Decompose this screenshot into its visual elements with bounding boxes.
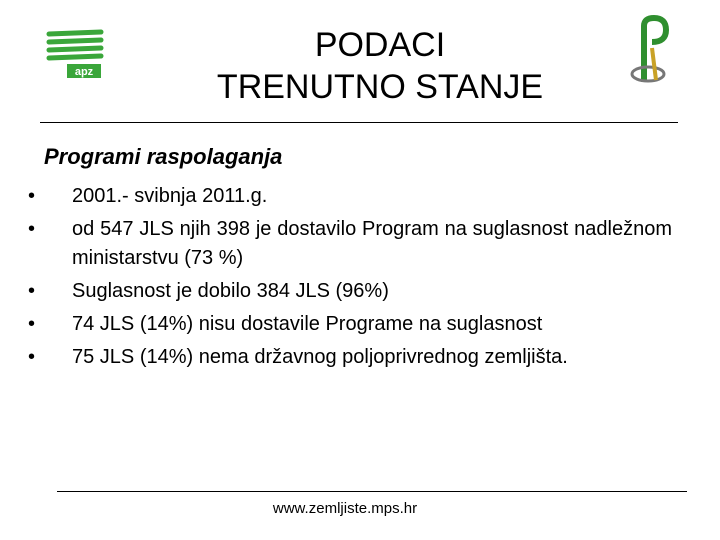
logo-right (630, 14, 670, 83)
footer-rule (57, 491, 687, 492)
bullet-list: 2001.- svibnja 2011.g. od 547 JLS njih 3… (28, 182, 672, 376)
logo-left: apz (46, 29, 104, 78)
title-line: PODACI (314, 26, 446, 64)
bullet: 75 JLS (14%) nema državnog poljoprivredn… (28, 343, 672, 372)
bullet: od 547 JLS njih 398 je dostavilo Program… (28, 215, 672, 273)
header-rule (40, 122, 678, 123)
bullet: 2001.- svibnja 2011.g. (28, 182, 672, 211)
logo-text: apz (75, 66, 94, 78)
bullet: 74 JLS (14%) nisu dostavile Programe na … (28, 310, 672, 339)
title-line: TRENUTNO STANJE (216, 68, 544, 106)
bullet: Suglasnost je dobilo 384 JLS (96%) (28, 277, 672, 306)
title: PODACI TRENUTNO STANJE (140, 24, 620, 108)
footer-url: www.zemljiste.mps.hr (272, 500, 418, 517)
section-title: Programi raspolaganja (44, 144, 283, 169)
